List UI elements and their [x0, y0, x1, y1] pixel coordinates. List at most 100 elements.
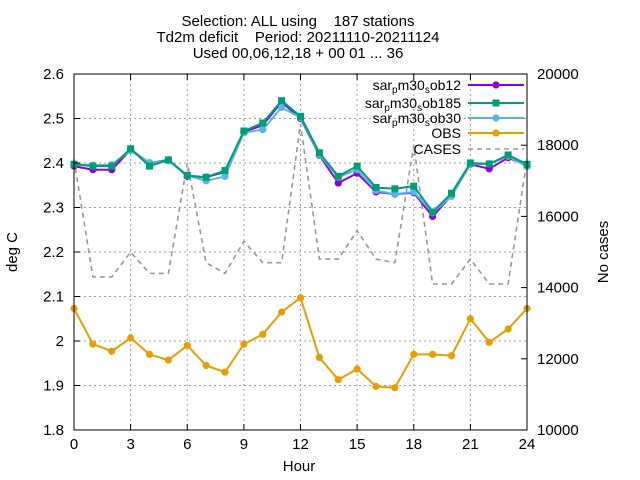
x-tick-label: 24: [519, 436, 536, 453]
legend-label-part: p: [384, 103, 390, 114]
data-point-5: [164, 356, 172, 364]
data-point-22: [485, 160, 493, 168]
y2-tick-label: 10000: [537, 422, 579, 439]
data-point-15: [353, 365, 361, 373]
data-point-4: [146, 162, 153, 170]
data-point-10: [259, 119, 267, 127]
legend-label-part: m30: [390, 95, 417, 111]
data-point-19: [429, 350, 437, 358]
data-point-19: [429, 208, 437, 216]
data-point-8: [221, 167, 229, 175]
legend-label-part: s: [425, 118, 430, 129]
legend-item-sarpm30sob12: sarpm30sob12: [373, 77, 524, 96]
data-point-11: [278, 308, 286, 316]
data-point-2: [108, 162, 116, 170]
data-point-22: [485, 338, 493, 346]
data-point-17: [391, 190, 399, 198]
data-point-9: [240, 340, 248, 348]
series-cases: [73, 123, 528, 285]
data-point-7: [202, 361, 210, 370]
data-point-16: [372, 382, 380, 390]
data-point-23: [504, 325, 512, 333]
title-line-1: Selection: ALL using 187 stations: [182, 13, 415, 30]
data-point-9: [240, 127, 248, 135]
data-point-1: [89, 340, 97, 348]
y-tick-label: 2.2: [43, 244, 64, 261]
y-axis-label: deg C: [4, 232, 21, 272]
x-tick-label: 0: [70, 436, 78, 453]
series-lines: [70, 97, 531, 392]
data-point-14: [334, 179, 342, 187]
chart-title: Selection: ALL using 187 stations Td2m d…: [157, 13, 440, 62]
legend-item-obs: OBS: [431, 125, 524, 141]
legend-label-part: sar: [373, 110, 393, 126]
data-point-12: [297, 112, 304, 120]
legend-item-cases: CASES: [414, 141, 524, 157]
data-point-12: [296, 294, 305, 302]
legend-label: OBS: [431, 125, 461, 141]
legend-item-sarpm30sob30: sarpm30sob30: [373, 110, 524, 129]
x-tick-label: 6: [183, 436, 191, 453]
legend-label-part: ob30: [430, 110, 461, 126]
legend-item-sarpm30sob185: sarpm30sob185: [365, 95, 524, 114]
data-point-10: [259, 330, 267, 338]
data-point-6: [183, 341, 191, 350]
data-point-3: [127, 334, 135, 342]
data-point-21: [466, 159, 474, 167]
legend-label-part: ob185: [422, 95, 461, 111]
x-tick-label: 18: [405, 436, 422, 453]
data-point-3: [127, 145, 135, 153]
data-point-14: [334, 376, 342, 384]
legend-label: sarpm30sob30: [373, 110, 462, 129]
data-point-4: [145, 350, 154, 358]
y2-tick-label: 14000: [537, 280, 579, 297]
data-point-23: [504, 151, 512, 159]
x-tick-label: 12: [292, 436, 309, 453]
y2-tick-label: 12000: [537, 351, 579, 368]
y2-axis-label: No cases: [595, 221, 612, 284]
data-point-18: [410, 350, 418, 358]
legend-label: sarpm30sob12: [373, 77, 462, 96]
title-line-2: Td2m deficit Period: 20211110-20211124: [157, 29, 440, 46]
data-point-13: [315, 353, 323, 362]
data-point-8: [221, 368, 229, 376]
y2-tick-label: 18000: [537, 137, 579, 154]
x-tick-label: 15: [349, 436, 366, 453]
y2-tick-label: 20000: [537, 66, 579, 83]
legend-marker: [492, 81, 500, 89]
legend-label-part: ob12: [430, 77, 461, 93]
legend-label: sarpm30sob185: [365, 95, 461, 114]
axis-ticks: 0 3 6 9 12 15 18 21 24 1.8 1.9 2 2.1 2.2 2.3 2.4 2.5 2.6 1…: [43, 66, 579, 453]
legend-label-part: s: [425, 85, 430, 96]
data-point-15: [353, 162, 361, 170]
data-point-16: [372, 183, 380, 191]
series-obs: [70, 294, 531, 392]
data-point-13: [315, 149, 323, 157]
data-point-20: [447, 352, 456, 360]
data-point-18: [410, 182, 418, 190]
y-tick-label: 1.9: [43, 378, 64, 395]
y2-tick-label: 16000: [537, 208, 579, 225]
x-tick-label: 9: [240, 436, 248, 453]
data-point-10: [259, 126, 267, 134]
series-line-cases: [73, 123, 528, 285]
data-point-17: [391, 185, 399, 193]
data-point-11: [278, 97, 286, 105]
legend-label: CASES: [414, 141, 461, 157]
series-sarpm30sob185: [70, 97, 531, 216]
legend-label-part: p: [392, 85, 398, 96]
legend-marker: [492, 114, 500, 122]
y-tick-label: 2: [56, 333, 64, 350]
y-tick-label: 2.4: [43, 155, 64, 172]
legend-marker: [492, 99, 500, 107]
data-point-5: [164, 156, 172, 164]
x-tick-label: 3: [126, 436, 134, 453]
y-tick-label: 2.3: [43, 200, 64, 217]
legend: sarpm30sob12sarpm30sob185sarpm30sob30OBS…: [365, 77, 524, 157]
legend-label-part: p: [392, 118, 398, 129]
y-tick-label: 2.6: [43, 66, 64, 83]
data-point-11: [278, 103, 286, 111]
title-line-3: Used 00,06,12,18 + 00 01 ... 36: [193, 45, 404, 62]
data-point-20: [448, 189, 455, 197]
